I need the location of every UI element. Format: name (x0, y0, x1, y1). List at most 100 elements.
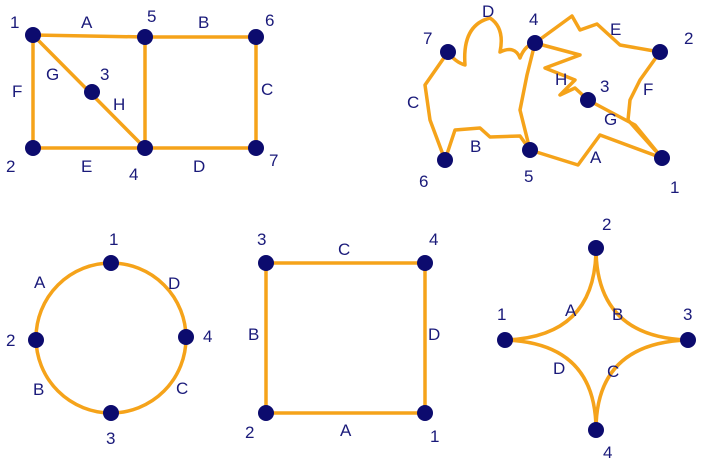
g3-cycle-edge (34, 261, 188, 415)
g2-node-label: 5 (524, 167, 533, 186)
g2-edge-a (528, 133, 664, 167)
g4-node-label: 2 (245, 423, 254, 442)
g3-node-label: 1 (109, 230, 118, 249)
g5-node-2 (588, 240, 604, 256)
g1-node-label: 3 (100, 65, 109, 84)
g4-edge-label: D (428, 325, 440, 344)
g2-edge-e (533, 14, 662, 54)
g3-edge-label: D (168, 274, 180, 293)
g1-node-label: 4 (129, 165, 138, 184)
g4-node-3 (258, 255, 274, 271)
g3-node-label: 2 (6, 331, 15, 350)
g2-edge-b (443, 126, 532, 162)
graph-2: 7 4 2 3 6 5 1 D E C H F G B A (407, 2, 693, 197)
g3-node-4 (178, 329, 194, 345)
g2-edge-label: B (470, 137, 481, 156)
g5-node-4 (588, 422, 604, 438)
g1-edge-label: F (12, 82, 22, 101)
g2-node-6 (437, 152, 453, 168)
g2-node-label: 4 (529, 10, 538, 29)
g2-edge-f (626, 50, 664, 160)
g5-edge-a (503, 246, 598, 342)
g1-edge-label: H (113, 95, 125, 114)
g1-node-label: 1 (10, 13, 19, 32)
g5-node-label: 2 (602, 215, 611, 234)
g5-node-label: 3 (683, 305, 692, 324)
g3-node-3 (103, 405, 119, 421)
g2-node-2 (652, 44, 668, 60)
g2-node-3 (580, 92, 596, 108)
g4-edge-label: C (338, 240, 350, 259)
g5-node-label: 1 (497, 305, 506, 324)
g2-edge-h (533, 41, 590, 102)
g4-square-edges (264, 261, 427, 415)
graph-5: 2 1 3 4 A B D C (497, 215, 696, 462)
g5-node-1 (497, 332, 513, 348)
g4-node-2 (258, 405, 274, 421)
g3-node-label: 4 (203, 327, 212, 346)
g4-edge-label: A (340, 421, 352, 440)
g5-edge-d (503, 338, 598, 432)
g1-node-3 (84, 84, 100, 100)
g1-node-5 (137, 29, 153, 45)
g2-node-label: 2 (684, 29, 693, 48)
g2-edge-label: D (482, 2, 494, 21)
g2-node-label: 7 (423, 29, 432, 48)
g2-node-label: 1 (670, 178, 679, 197)
g1-edge-label: C (261, 80, 273, 99)
g2-node-1 (654, 150, 670, 166)
g1-node-7 (248, 140, 264, 156)
graph-3: 1 2 4 3 A D B C (6, 230, 212, 448)
g4-edge-label: B (248, 325, 259, 344)
g5-edge-label: A (565, 301, 577, 320)
g5-edge-label: C (607, 362, 619, 381)
g5-node-label: 4 (603, 443, 612, 462)
g2-node-label: 6 (419, 172, 428, 191)
g1-node-4 (137, 140, 153, 156)
g2-edge-d (446, 16, 537, 67)
g2-edge-4-5 (518, 41, 537, 152)
g3-node-1 (103, 255, 119, 271)
g4-node-label: 4 (429, 230, 438, 249)
g1-node-6 (248, 29, 264, 45)
g1-edge-label: B (198, 13, 209, 32)
g1-node-1 (25, 27, 41, 43)
g5-node-3 (680, 332, 696, 348)
g2-node-label: 3 (600, 77, 609, 96)
g2-edge-label: E (610, 20, 621, 39)
g5-edge-label: B (612, 305, 623, 324)
g1-edge-label: E (81, 157, 92, 176)
g1-node-label: 2 (6, 157, 15, 176)
g4-node-label: 1 (430, 427, 439, 446)
g1-node-2 (25, 140, 41, 156)
g2-edge-label: G (604, 110, 617, 129)
g2-edge-label: F (643, 80, 653, 99)
g1-node-label: 5 (147, 7, 156, 26)
g5-edge-label: D (553, 359, 565, 378)
g3-edge-label: C (176, 379, 188, 398)
g1-edge-a (31, 33, 147, 39)
g5-edge-b (594, 246, 690, 342)
g2-edge-label: A (590, 148, 602, 167)
g1-edge-label: A (81, 13, 93, 32)
graph-4: 3 4 2 1 C B D A (245, 230, 440, 446)
g2-edge-c (423, 50, 450, 162)
g1-edge-label: D (193, 157, 205, 176)
g4-node-1 (417, 405, 433, 421)
g2-node-5 (522, 142, 538, 158)
g4-node-4 (417, 255, 433, 271)
g1-node-label: 7 (269, 151, 278, 170)
g5-edge-c (594, 338, 690, 432)
g2-node-4 (527, 35, 543, 51)
g3-edge-label: A (34, 273, 46, 292)
g3-node-2 (28, 332, 44, 348)
g2-node-7 (440, 44, 456, 60)
g1-node-label: 6 (265, 11, 274, 30)
g1-edge-label: G (46, 65, 59, 84)
g4-node-label: 3 (257, 230, 266, 249)
g2-edge-label: C (407, 93, 419, 112)
g3-node-label: 3 (106, 429, 115, 448)
g2-edge-g (586, 98, 664, 160)
g2-edge-label: H (555, 70, 567, 89)
